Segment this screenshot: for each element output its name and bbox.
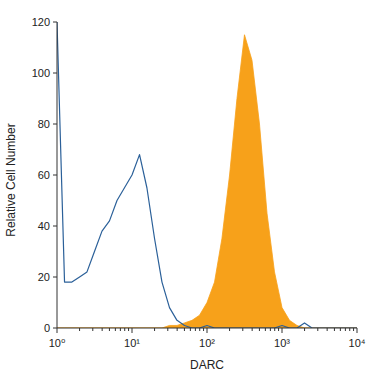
x-minor-tick [102,328,103,331]
x-tick [357,328,358,333]
y-tick [53,22,57,23]
y-tick [53,277,57,278]
x-tick-label: 10⁴ [349,337,366,349]
line-series [57,22,357,328]
x-minor-tick [124,328,125,331]
x-minor-tick [184,328,185,331]
x-minor-tick [274,328,275,331]
y-tick-label: 60 [38,169,50,181]
plot-area [57,22,357,328]
x-minor-tick [154,328,155,331]
x-tick [282,328,283,333]
x-tick [57,328,58,333]
y-axis-label: Relative Cell Number [4,123,18,236]
x-minor-tick [317,328,318,331]
chart: 0 20 40 60 80 100 120 10⁰ 10¹ 10² 10³ 10⁴ DARC Relati… [0,0,375,375]
x-minor-tick [203,328,204,331]
x-minor-tick [199,328,200,331]
x-minor-tick [190,328,191,331]
x-tick [132,328,133,333]
y-tick [53,73,57,74]
x-minor-tick [242,328,243,331]
x-minor-tick [270,328,271,331]
x-minor-tick [304,328,305,331]
x-tick-label: 10⁰ [49,337,66,349]
y-tick [53,124,57,125]
x-minor-tick [327,328,328,331]
x-minor-tick [278,328,279,331]
x-minor-tick [265,328,266,331]
y-tick-label: 120 [32,16,50,28]
x-minor-tick [334,328,335,331]
x-minor-tick [92,328,93,331]
y-tick-label: 40 [38,220,50,232]
x-tick [207,328,208,333]
x-minor-tick [345,328,346,331]
y-tick [53,328,57,329]
x-minor-tick [340,328,341,331]
x-minor-tick [229,328,230,331]
y-tick-label: 20 [38,271,50,283]
x-minor-tick [177,328,178,331]
x-minor-tick [79,328,80,331]
x-minor-tick [128,328,129,331]
x-minor-tick [349,328,350,331]
x-minor-tick [167,328,168,331]
y-tick-label: 100 [32,67,50,79]
x-tick-label: 10¹ [124,337,140,349]
x-minor-tick [195,328,196,331]
x-tick-label: 10³ [274,337,290,349]
y-tick-label: 0 [44,322,50,334]
x-minor-tick [115,328,116,331]
area-series [57,35,357,328]
x-minor-tick [109,328,110,331]
x-axis-label: DARC [190,358,224,372]
y-tick [53,226,57,227]
x-tick-label: 10² [199,337,215,349]
y-tick-label: 80 [38,118,50,130]
x-minor-tick [353,328,354,331]
y-tick [53,175,57,176]
x-minor-tick [252,328,253,331]
x-minor-tick [120,328,121,331]
x-minor-tick [259,328,260,331]
